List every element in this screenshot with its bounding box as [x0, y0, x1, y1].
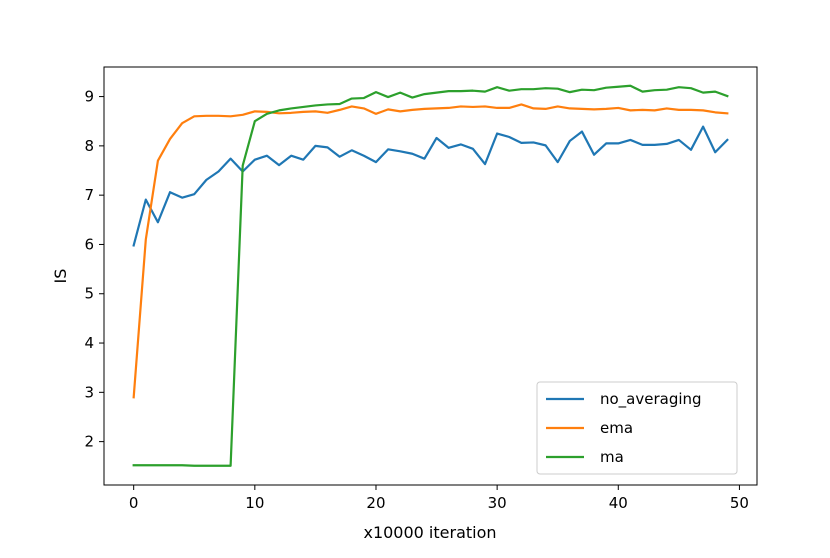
legend-label-ema: ema — [600, 419, 633, 437]
x-tick-label: 50 — [730, 494, 749, 512]
y-axis-label: IS — [51, 269, 70, 284]
plot-frame — [103, 66, 758, 486]
legend-label-no-averaging: no_averaging — [600, 390, 702, 409]
legend-label-ma: ma — [600, 448, 624, 466]
x-tick-label: 30 — [488, 494, 507, 512]
x-axis-label: x10000 iteration — [363, 523, 496, 542]
x-tick-label: 40 — [609, 494, 628, 512]
y-tick-label: 7 — [84, 186, 94, 204]
series-line-ma — [132, 84, 729, 467]
series-line-no-averaging — [132, 125, 729, 247]
y-tick-label: 3 — [84, 383, 94, 401]
series-layer — [132, 84, 729, 467]
y-tick-label: 2 — [84, 433, 94, 451]
x-tick-label: 10 — [245, 494, 264, 512]
x-tick-label: 0 — [129, 494, 139, 512]
legend-box — [536, 381, 738, 475]
y-tick-label: 6 — [84, 235, 94, 253]
y-tick-label: 8 — [84, 137, 94, 155]
ticks-layer: 0 10 20 30 40 50 2 3 4 5 6 7 8 9 — [84, 88, 749, 512]
x-tick-label: 20 — [366, 494, 385, 512]
y-tick-label: 5 — [84, 285, 94, 303]
y-tick-label: 4 — [84, 334, 94, 352]
y-tick-label: 9 — [84, 88, 94, 106]
series-line-ema — [132, 103, 729, 399]
